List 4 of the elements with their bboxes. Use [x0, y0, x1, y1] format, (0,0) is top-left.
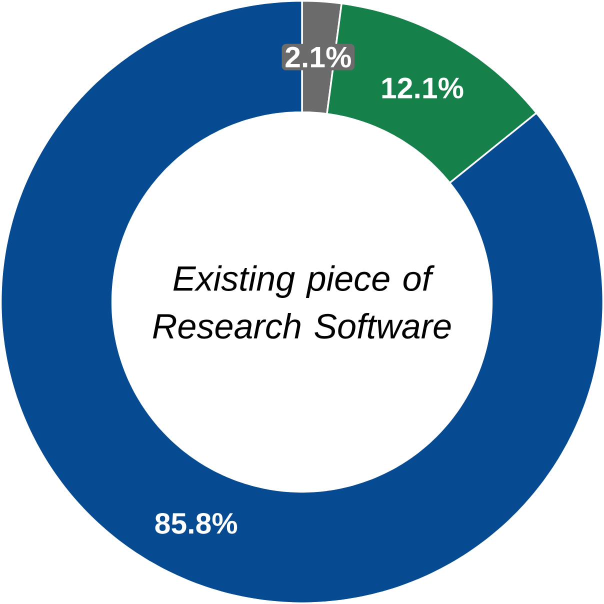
data-label: 12.1%: [382, 78, 464, 98]
data-label: 85.8%: [155, 512, 238, 534]
data-label: 2.1%: [286, 46, 351, 68]
text: Existing piece of Research Software: [152, 265, 451, 339]
